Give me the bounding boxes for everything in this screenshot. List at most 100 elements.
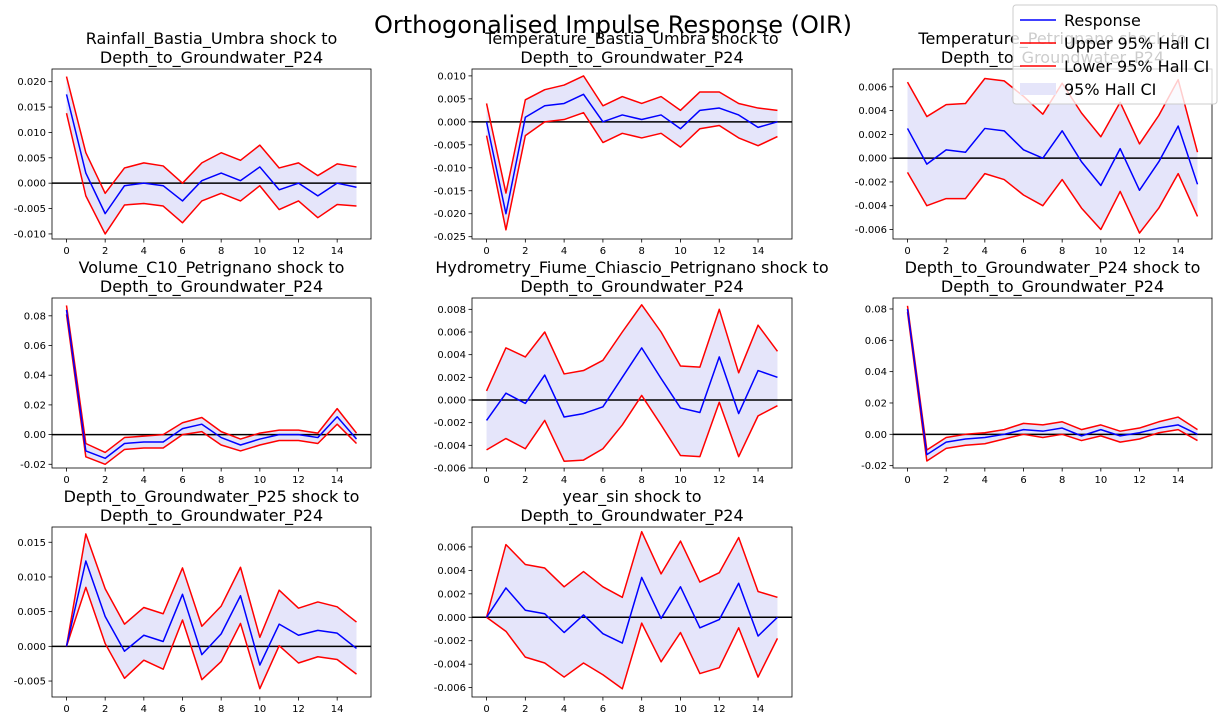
upper-ci-line (65, 305, 358, 454)
response-line (65, 560, 357, 666)
x-tick-label: 10 (253, 246, 266, 257)
x-tick-label: 10 (1094, 246, 1107, 257)
y-tick-label: -0.002 (855, 177, 887, 188)
subplot-7: Depth_to_Groundwater_P25 shock toDepth_t… (14, 487, 372, 715)
axes-frame (51, 297, 372, 469)
x-tick-label: 8 (639, 704, 645, 715)
y-tick-label: -0.005 (14, 677, 46, 688)
upper-ci-line (485, 304, 779, 392)
ci-band (907, 78, 1198, 234)
x-tick-label: 6 (600, 246, 606, 257)
y-tick-label: 0.06 (865, 336, 887, 347)
x-tick-label: 14 (331, 246, 344, 257)
y-tick-label: -0.002 (434, 636, 466, 647)
response-line (65, 309, 358, 460)
y-tick-label: 0.000 (437, 117, 466, 128)
y-tick-label: 0.02 (24, 400, 46, 411)
x-tick-label: 10 (1094, 475, 1107, 486)
x-tick-label: 14 (1172, 475, 1185, 486)
x-tick-label: 12 (1133, 246, 1146, 257)
upper-ci-line (65, 76, 357, 195)
y-tick-label: -0.006 (434, 683, 466, 694)
subplot-2: Temperature_Bastia_Umbra shock toDepth_t… (434, 29, 793, 257)
x-tick-label: 6 (1020, 475, 1026, 486)
x-tick-label: 12 (292, 246, 305, 257)
axes-frame (892, 297, 1213, 469)
legend-label: Lower 95% Hall CI (1064, 57, 1209, 76)
x-tick-label: 10 (674, 475, 687, 486)
lower-ci-line (906, 312, 1198, 462)
y-tick-label: 0.002 (437, 589, 466, 600)
legend-label: 95% Hall CI (1064, 80, 1156, 99)
x-tick-label: 2 (943, 475, 949, 486)
y-tick-label: 0.02 (865, 398, 887, 409)
subplot-title-line: Hydrometry_Fiume_Chiascio_Petrignano sho… (435, 258, 828, 278)
x-tick-label: 0 (483, 475, 489, 486)
subplot-title-line: Depth_to_Groundwater_P24 (520, 506, 743, 526)
x-tick-label: 0 (63, 475, 69, 486)
x-tick-label: 2 (102, 246, 108, 257)
upper-ci-line (485, 530, 778, 618)
y-tick-label: -0.010 (14, 229, 46, 240)
subplot-title-line: Depth_to_Groundwater_P24 (100, 506, 323, 526)
y-tick-label: 0.010 (17, 128, 46, 139)
x-tick-label: 10 (253, 475, 266, 486)
lower-ci-line (485, 111, 778, 231)
y-tick-label: 0.005 (437, 94, 466, 105)
x-tick-label: 6 (179, 475, 185, 486)
x-tick-label: 6 (1020, 246, 1026, 257)
y-tick-label: -0.020 (434, 209, 466, 220)
lower-ci-line (486, 394, 778, 462)
x-tick-label: 8 (218, 704, 224, 715)
x-tick-label: 10 (253, 704, 266, 715)
response-line (906, 308, 1198, 456)
x-tick-label: 6 (600, 704, 606, 715)
x-tick-label: 0 (63, 246, 69, 257)
x-tick-label: 8 (639, 246, 645, 257)
response-line (485, 576, 778, 644)
x-tick-label: 2 (522, 704, 528, 715)
y-tick-label: -0.02 (20, 460, 46, 471)
y-tick-label: -0.006 (434, 464, 466, 475)
y-tick-label: -0.004 (434, 660, 466, 671)
subplot-4: Volume_C10_Petrignano shock toDepth_to_G… (20, 258, 372, 486)
x-tick-label: 14 (1172, 246, 1185, 257)
x-tick-label: 4 (561, 246, 567, 257)
subplot-6: Depth_to_Groundwater_P24 shock toDepth_t… (861, 258, 1213, 486)
x-tick-label: 2 (522, 246, 528, 257)
y-tick-label: 0.000 (858, 154, 887, 165)
x-tick-label: 12 (292, 475, 305, 486)
y-tick-label: 0.010 (17, 572, 46, 583)
x-tick-label: 8 (218, 475, 224, 486)
x-tick-label: 10 (674, 246, 687, 257)
subplot-title-line: Depth_to_Groundwater_P25 shock to (64, 487, 360, 507)
axes-frame (471, 526, 793, 698)
subplot-1: Rainfall_Bastia_Umbra shock toDepth_to_G… (14, 29, 372, 257)
subplot-title-line: Depth_to_Groundwater_P24 (520, 277, 743, 297)
y-tick-label: 0.004 (437, 566, 466, 577)
y-tick-label: -0.004 (855, 201, 887, 212)
x-tick-label: 14 (752, 475, 765, 486)
y-tick-label: 0.006 (858, 82, 887, 93)
legend: Response Upper 95% Hall CI Lower 95% Hall … (1012, 4, 1218, 105)
x-tick-label: 0 (904, 475, 910, 486)
y-tick-label: -0.005 (434, 140, 466, 151)
x-tick-label: 8 (1059, 475, 1065, 486)
x-tick-label: 14 (752, 246, 765, 257)
subplot-5: Hydrometry_Fiume_Chiascio_Petrignano sho… (434, 258, 829, 486)
x-tick-label: 8 (218, 246, 224, 257)
x-tick-label: 0 (483, 704, 489, 715)
x-tick-label: 12 (713, 704, 726, 715)
x-tick-label: 4 (141, 704, 147, 715)
subplot-title-line: Volume_C10_Petrignano shock to (79, 258, 345, 278)
subplot-title-line: year_sin shock to (562, 487, 701, 507)
y-tick-label: 0.000 (17, 642, 46, 653)
ci-band (66, 76, 357, 234)
response-line (906, 125, 1199, 192)
y-tick-label: 0.06 (24, 341, 46, 352)
x-tick-label: 4 (561, 704, 567, 715)
legend-frame (1012, 4, 1218, 105)
x-tick-label: 4 (141, 246, 147, 257)
lower-ci-line (65, 112, 357, 235)
y-tick-label: 0.04 (24, 371, 46, 382)
